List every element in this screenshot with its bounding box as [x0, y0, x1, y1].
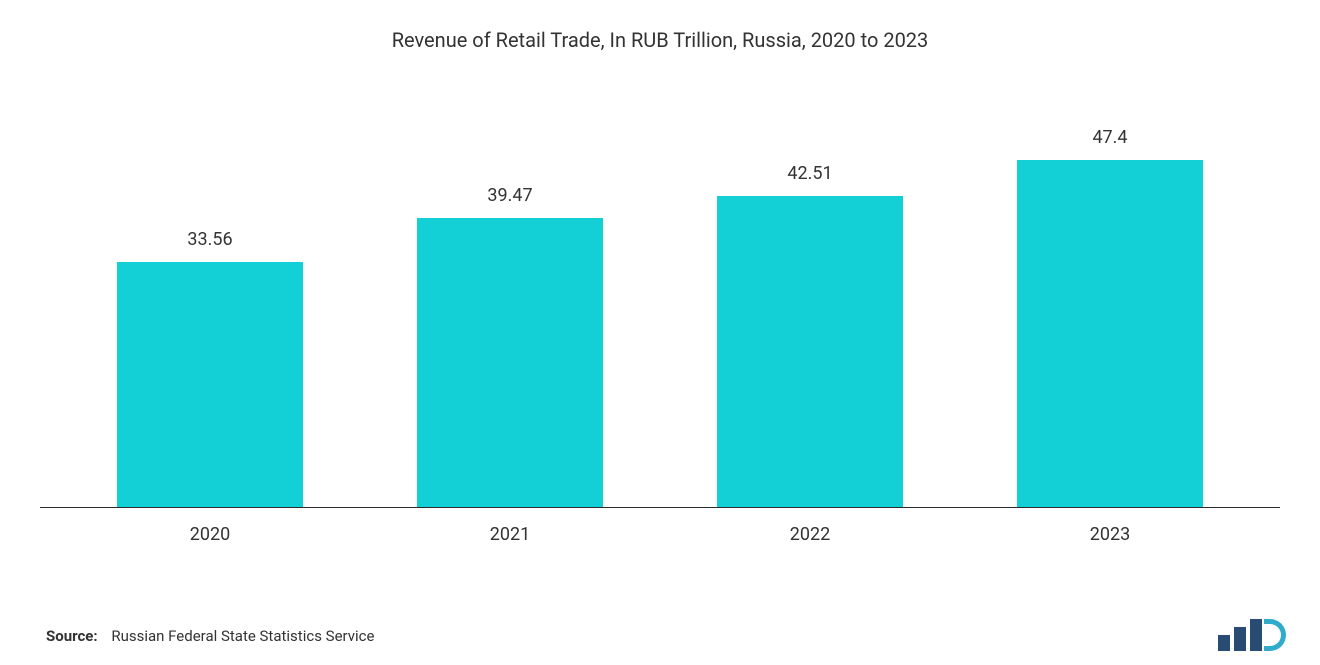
x-tick-label: 2023: [960, 516, 1260, 552]
bar-value-label: 47.4: [1092, 127, 1127, 148]
bar-slot: 39.47: [360, 82, 660, 508]
chart-container: Revenue of Retail Trade, In RUB Trillion…: [0, 0, 1320, 665]
brand-logo: [1218, 619, 1286, 651]
x-tick-label: 2020: [60, 516, 360, 552]
bar-rect: [117, 262, 303, 508]
bars-group: 33.56 39.47 42.51 47.4: [60, 82, 1260, 508]
source-footer: Source: Russian Federal State Statistics…: [46, 627, 374, 645]
bar-slot: 42.51: [660, 82, 960, 508]
bar-slot: 33.56: [60, 82, 360, 508]
bar-value-label: 42.51: [787, 163, 832, 184]
logo-bar-icon: [1218, 635, 1230, 651]
bar-value-label: 33.56: [187, 229, 232, 250]
logo-arc-icon: [1264, 619, 1286, 651]
source-key: Source:: [46, 627, 98, 645]
logo-bar-icon: [1234, 627, 1246, 651]
logo-bar-icon: [1250, 619, 1262, 651]
bar-slot: 47.4: [960, 82, 1260, 508]
x-tick-label: 2021: [360, 516, 660, 552]
bar-rect: [717, 196, 903, 508]
x-tick-label: 2022: [660, 516, 960, 552]
bar-rect: [417, 218, 603, 508]
x-axis-baseline: [40, 507, 1280, 508]
plot-area: 33.56 39.47 42.51 47.4 2020202120222023: [40, 82, 1280, 552]
chart-title: Revenue of Retail Trade, In RUB Trillion…: [40, 28, 1280, 52]
source-value: Russian Federal State Statistics Service: [111, 627, 374, 645]
bar-value-label: 39.47: [487, 185, 532, 206]
x-axis-labels: 2020202120222023: [60, 516, 1260, 552]
bar-rect: [1017, 160, 1203, 508]
